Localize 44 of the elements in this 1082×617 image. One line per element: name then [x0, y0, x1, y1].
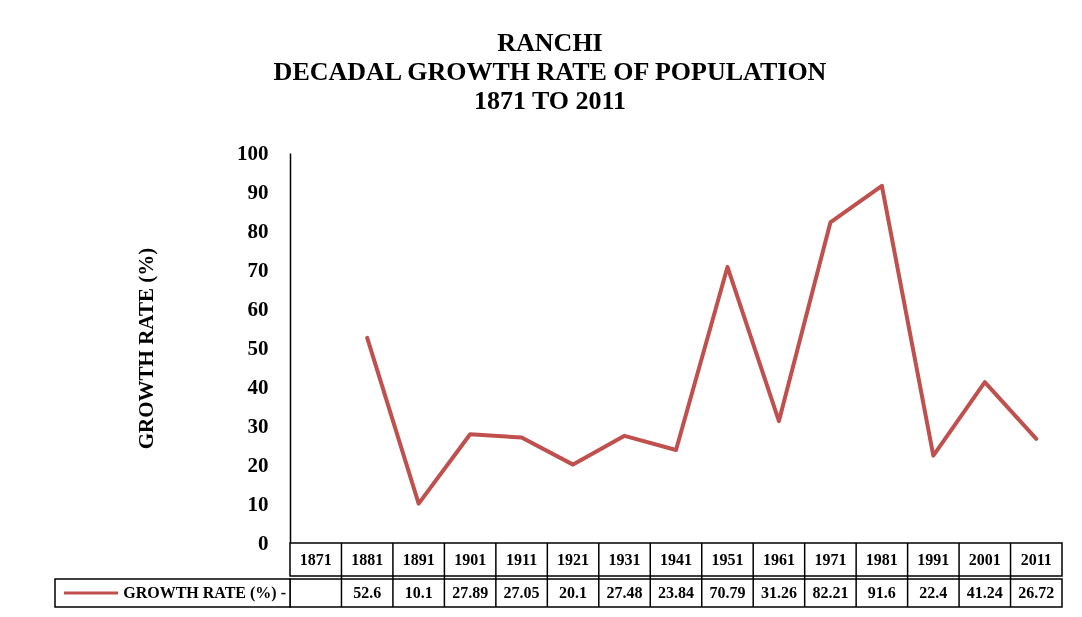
data-label: 23.84 [658, 584, 694, 601]
y-tick-label: 40 [247, 374, 269, 399]
y-tick-label: 90 [247, 179, 269, 204]
data-label: 27.48 [606, 584, 643, 601]
x-tick-label: 1881 [351, 550, 384, 568]
x-tick-label: 1911 [506, 550, 538, 568]
data-label: 70.79 [709, 584, 746, 601]
data-label: 10.1 [404, 584, 433, 601]
data-label: 27.89 [452, 584, 489, 601]
y-tick-label: 80 [247, 218, 269, 243]
x-tick-label: 2001 [968, 550, 1001, 568]
y-tick-label: 30 [247, 413, 269, 438]
data-label: 41.24 [966, 584, 1003, 601]
x-tick-label: 1991 [917, 550, 950, 568]
x-tick-label: 1961 [762, 550, 795, 568]
data-label: 82.21 [812, 584, 849, 601]
x-tick-label: 1871 [299, 550, 332, 568]
x-tick-label: 1891 [402, 550, 435, 568]
y-tick-label: 0 [258, 530, 269, 555]
legend-label: GROWTH RATE (%) - [123, 584, 286, 602]
y-tick-label: 20 [247, 452, 269, 477]
y-tick-label: 50 [247, 335, 269, 360]
line-series [365, 183, 1039, 506]
x-tick-label: 1931 [608, 550, 641, 568]
x-tick-label: 1971 [814, 550, 847, 568]
x-tick-label: 1941 [660, 550, 692, 568]
data-label: 20.1 [559, 584, 588, 601]
data-label: 52.6 [353, 584, 382, 601]
y-axis-title: GROWTH RATE (%) [134, 247, 158, 450]
y-tick-label: 10 [247, 491, 269, 516]
x-tick-label: 1921 [557, 550, 590, 568]
chart-title: RANCHI DECADAL GROWTH RATE OF POPULATION 1871 TO 2011 [273, 28, 827, 115]
y-tick-label: 70 [247, 257, 269, 282]
y-tick-label: 100 [237, 140, 269, 165]
data-label: 22.4 [919, 584, 948, 601]
x-tick-label: 2011 [1020, 550, 1052, 568]
x-tick-label: 1981 [865, 550, 898, 568]
x-tick-label: 1901 [454, 550, 487, 568]
y-tick-label: 60 [247, 296, 269, 321]
data-label: 91.6 [867, 584, 896, 601]
data-label: 26.72 [1018, 584, 1055, 601]
x-tick-label: 1951 [711, 550, 744, 568]
data-label: 27.05 [503, 584, 540, 601]
data-label: 31.26 [760, 584, 797, 601]
